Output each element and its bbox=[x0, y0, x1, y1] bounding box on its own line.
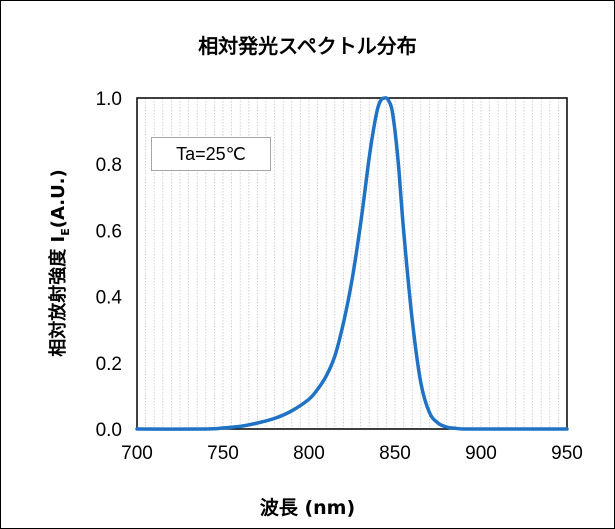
x-tick-label: 750 bbox=[207, 443, 239, 464]
chart-title: 相対発光スペクトル分布 bbox=[198, 34, 417, 58]
y-tick-label: 1.0 bbox=[96, 89, 122, 110]
y-tick-label: 0.4 bbox=[96, 288, 123, 309]
x-tick-label: 950 bbox=[551, 443, 583, 464]
spectrum-line bbox=[135, 96, 569, 431]
x-axis-label: 波長 (nm) bbox=[259, 497, 356, 519]
y-tick-label: 0.2 bbox=[96, 354, 122, 375]
x-tick-label: 900 bbox=[465, 443, 497, 464]
annotation-text: Ta=25℃ bbox=[176, 143, 246, 164]
annotation-box: Ta=25℃ bbox=[151, 137, 271, 171]
x-tick-label: 700 bbox=[121, 443, 153, 464]
y-tick-label: 0.8 bbox=[96, 155, 122, 176]
tick-labels: 700 750 800 850 900 950 0.0 0.2 0.4 0.6 0.8 1.0 bbox=[96, 89, 583, 464]
plot-border bbox=[136, 97, 568, 430]
y-tick-label: 0.0 bbox=[96, 420, 122, 441]
y-tick-label: 0.6 bbox=[96, 221, 122, 242]
x-tick-label: 850 bbox=[379, 443, 411, 464]
x-tick-label: 800 bbox=[293, 443, 325, 464]
